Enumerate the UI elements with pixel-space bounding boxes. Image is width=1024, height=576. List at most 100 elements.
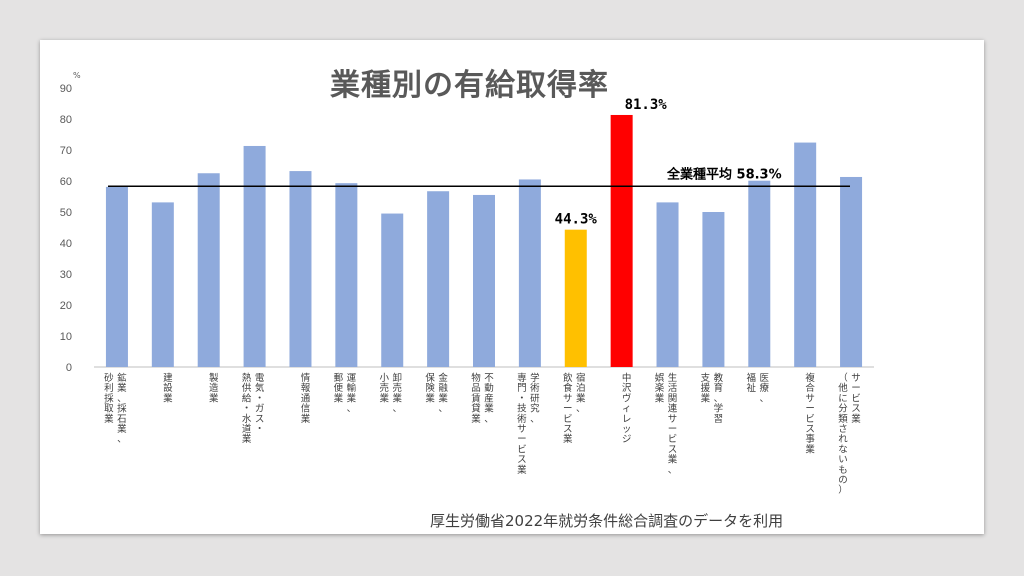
- category-label-char: ビ: [563, 414, 573, 425]
- category-label-char: 動: [484, 383, 494, 394]
- category-label-char: ス: [805, 424, 815, 435]
- bar: [427, 191, 450, 367]
- category-label-char: 業: [484, 403, 494, 415]
- category-label-char: 道: [242, 423, 252, 435]
- category-label-char: ・: [517, 393, 527, 404]
- category-label-char: 学: [714, 403, 724, 415]
- category-label-char: 、: [347, 404, 357, 415]
- bar: [289, 171, 312, 367]
- category-label-char: 習: [714, 414, 724, 425]
- average-label: 全業種平均 58.3%: [666, 166, 782, 182]
- category-label-char: 熱: [242, 372, 252, 384]
- category-label-char: 険: [425, 383, 435, 394]
- category-label-char: な: [838, 444, 848, 455]
- category-label-char: 援: [701, 382, 711, 394]
- y-tick-label: 40: [60, 238, 72, 250]
- category-label-char: 業: [347, 392, 357, 404]
- category-label-char: 業: [163, 392, 173, 404]
- category-label-char: 報: [301, 383, 311, 394]
- category-label-char: 活: [668, 382, 678, 394]
- category-label-char: 情: [301, 372, 311, 384]
- category-label-char: 沢: [622, 382, 632, 394]
- category-label-char: ー: [563, 404, 573, 415]
- category-label-char: ー: [805, 404, 815, 415]
- y-tick-label: 20: [60, 300, 72, 312]
- category-label-char: ビ: [805, 414, 815, 425]
- category-label-char: サ: [851, 373, 861, 384]
- category-label-char: 泊: [576, 383, 586, 394]
- category-label-char: 業: [701, 392, 711, 404]
- category-label-char: 複: [805, 372, 815, 384]
- category-label-char: 輸: [347, 382, 357, 394]
- y-tick-label: 0: [66, 362, 72, 374]
- category-label-char: 通: [301, 393, 311, 404]
- category-label-char: 技: [517, 403, 527, 415]
- category-label-char: 業: [104, 413, 114, 425]
- category-label-char: 、: [438, 404, 448, 415]
- category-label-char: ビ: [517, 444, 527, 455]
- category-label-char: 、: [117, 393, 127, 404]
- category-label-char: 卸: [392, 372, 402, 384]
- chart-title: 業種別の有給取得率: [330, 68, 609, 103]
- data-label: 81.3%: [625, 97, 668, 113]
- category-label-char: 娯: [655, 372, 665, 384]
- category-label-char: 学: [530, 372, 540, 384]
- category-label-char: ・: [242, 404, 252, 415]
- category-label-char: 水: [242, 413, 252, 425]
- category-label-char: ・: [255, 393, 265, 404]
- source-note: 厚生労働省2022年就労条件総合調査のデータを利用: [430, 512, 784, 530]
- category-label-char: ッ: [622, 424, 632, 435]
- category-label-char: ス: [563, 424, 573, 435]
- bar: [105, 186, 128, 367]
- category-label-char: の: [838, 475, 848, 486]
- category-label-char: 便: [334, 382, 344, 394]
- category-label-char: 分: [838, 404, 848, 415]
- category-label-char: 業: [805, 443, 815, 455]
- category-label-char: 融: [438, 383, 448, 394]
- category-label-char: 製: [209, 372, 219, 384]
- category-label-char: 類: [838, 414, 848, 425]
- category-label-char: 利: [104, 382, 114, 394]
- bar: [518, 179, 541, 367]
- bar: [702, 212, 725, 367]
- category-label-char: 業: [576, 392, 586, 404]
- bar: [197, 173, 220, 367]
- category-label-char: 支: [701, 372, 711, 384]
- category-label-char: ビ: [851, 393, 861, 404]
- category-label-char: 賃: [471, 392, 481, 404]
- y-tick-label: 80: [60, 114, 72, 126]
- category-label-char: ビ: [668, 434, 678, 445]
- category-label-char: 、: [392, 404, 402, 415]
- category-label-char: 祉: [747, 383, 757, 394]
- category-label-char: 他: [838, 382, 848, 394]
- bar: [335, 183, 358, 367]
- y-tick-label: 90: [60, 83, 72, 95]
- category-label-char: 、: [760, 393, 770, 404]
- category-label-char: 鉱: [117, 372, 127, 384]
- category-label-char: 中: [622, 372, 632, 384]
- category-label-char: 合: [805, 382, 815, 394]
- bar: [840, 176, 863, 367]
- category-label-char: 、: [117, 434, 127, 445]
- category-label-char: 業: [117, 423, 127, 435]
- bar: [794, 142, 817, 367]
- category-label-char: 業: [334, 392, 344, 404]
- category-label-char: （: [838, 372, 848, 384]
- category-label-char: 給: [242, 392, 252, 404]
- category-label-char: 業: [851, 413, 861, 425]
- category-label-char: 郵: [334, 372, 344, 384]
- category-label-char: 売: [379, 382, 389, 394]
- category-label-char: 楽: [655, 382, 665, 394]
- category-label-char: 術: [530, 382, 540, 394]
- y-axis-unit: %: [73, 71, 81, 80]
- category-label-char: 教: [714, 372, 724, 384]
- category-label-char: 取: [104, 404, 114, 415]
- category-label-char: ス: [255, 414, 265, 425]
- category-label-char: 気: [255, 382, 265, 394]
- bar-chart: %0102030405060708090鉱業、採石業、砂利採取業建設業製造業電気…: [60, 71, 874, 496]
- category-label-char: 貸: [471, 403, 481, 415]
- category-label-char: 売: [392, 382, 402, 394]
- category-label-char: 医: [760, 373, 770, 384]
- category-label-char: さ: [838, 424, 848, 435]
- category-label-char: サ: [563, 393, 573, 404]
